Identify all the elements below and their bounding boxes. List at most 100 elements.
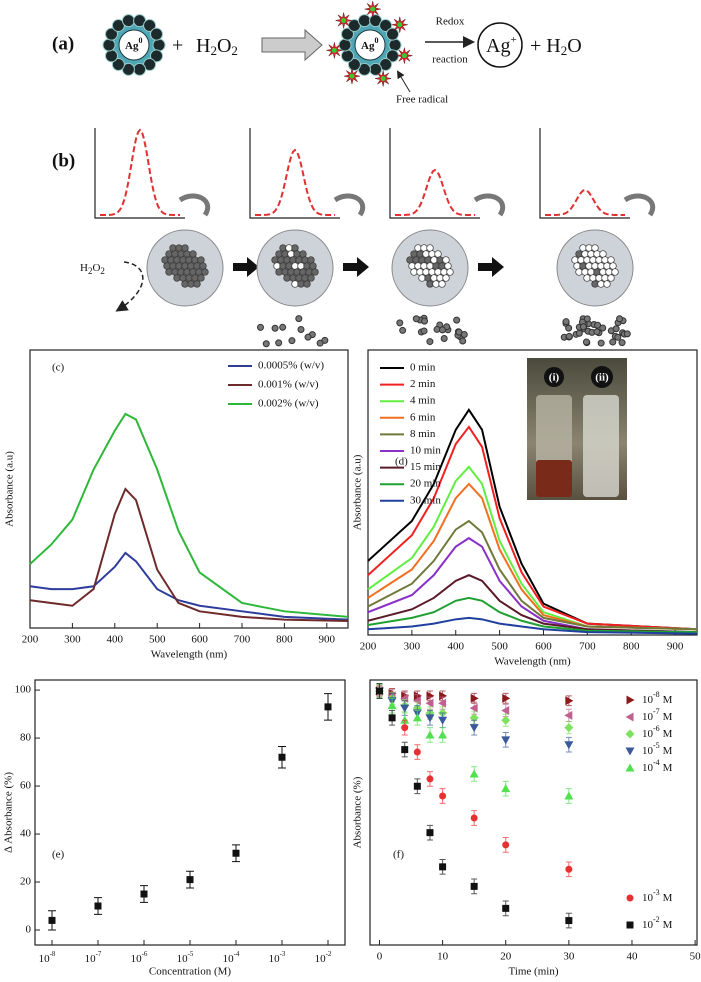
t: Ag xyxy=(125,40,139,52)
atom xyxy=(191,256,199,264)
point xyxy=(400,704,410,713)
line xyxy=(367,616,698,635)
ligand xyxy=(143,18,157,32)
atom xyxy=(161,256,169,264)
t: 10 xyxy=(39,953,51,965)
chart: (e) Concentration (M) Δ Absorbance (%) 0 20 4… xyxy=(3,679,346,978)
atom xyxy=(432,280,440,288)
atom xyxy=(303,262,311,270)
point xyxy=(565,696,574,706)
atom xyxy=(442,256,450,264)
atom xyxy=(434,250,442,258)
atom xyxy=(426,280,434,288)
ion-dot xyxy=(593,328,601,336)
t: O xyxy=(92,262,100,274)
ion-dot xyxy=(565,332,573,340)
atom xyxy=(424,274,432,282)
atom xyxy=(171,268,179,276)
atom xyxy=(434,268,442,276)
atom xyxy=(283,256,291,264)
t: 10 xyxy=(642,762,654,774)
panel-label: (b) xyxy=(52,150,75,171)
chart: (f) Time (min) Absorbance (%) 0 10 20 30 40 50 10… xyxy=(352,679,701,978)
t: M xyxy=(663,892,673,904)
atom xyxy=(309,262,317,270)
point xyxy=(469,724,479,733)
atom xyxy=(289,256,297,264)
x-tick-label: 30 xyxy=(563,951,575,963)
y-tick-label: 100 xyxy=(15,684,32,696)
atom xyxy=(587,268,595,276)
legend-label: 0 min xyxy=(410,362,436,374)
axes xyxy=(539,128,630,219)
t: 10 xyxy=(315,953,327,965)
t: M xyxy=(663,745,673,757)
t: H xyxy=(196,35,210,57)
vial xyxy=(583,395,619,497)
ligand xyxy=(150,27,164,41)
atom xyxy=(289,274,297,282)
t: M xyxy=(663,694,673,706)
t: 10 xyxy=(642,919,654,931)
atom xyxy=(609,262,617,270)
x-tick-label: 700 xyxy=(234,634,251,646)
ion-dot xyxy=(295,315,303,323)
atom xyxy=(197,256,205,264)
atom xyxy=(285,244,293,252)
t: 2 xyxy=(88,266,93,276)
atom xyxy=(291,280,299,288)
badge xyxy=(544,367,564,387)
x-tick-label: 800 xyxy=(276,634,293,646)
ligand xyxy=(338,38,352,52)
atom xyxy=(187,262,195,270)
atom xyxy=(307,274,315,282)
atom xyxy=(193,262,201,270)
atom xyxy=(603,262,611,270)
atom xyxy=(579,262,587,270)
atom xyxy=(295,274,303,282)
atom xyxy=(189,250,197,258)
core xyxy=(118,29,150,61)
atom xyxy=(181,280,189,288)
atom xyxy=(599,250,607,258)
atom xyxy=(295,256,303,264)
axes xyxy=(249,128,340,219)
point xyxy=(48,916,56,924)
ion-dot xyxy=(616,315,624,323)
chart: (d) Wavelength (nm) Absorbance (a.u) 200 300… xyxy=(352,349,698,668)
x-axis-label: Concentration (M) xyxy=(149,966,232,978)
x-axis-label: Wavelength (nm) xyxy=(151,649,228,661)
y-axis-label: Absorbance (a.u) xyxy=(4,451,16,527)
point xyxy=(564,791,574,800)
ion-dot xyxy=(599,324,607,332)
point xyxy=(413,748,421,756)
atom xyxy=(305,268,313,276)
h2o2: H2O2 xyxy=(80,262,105,277)
atom xyxy=(169,262,177,270)
atom xyxy=(299,268,307,276)
legend-label: 0.001% (w/v) xyxy=(258,379,319,391)
atom xyxy=(287,250,295,258)
ligand xyxy=(357,14,371,28)
atom xyxy=(275,268,283,276)
ion-dot xyxy=(460,331,468,339)
x-tick-label: 20 xyxy=(500,951,512,963)
point xyxy=(412,713,422,722)
ligand xyxy=(121,14,135,28)
ligand xyxy=(379,18,393,32)
x-tick-label: 800 xyxy=(623,641,640,653)
legend-marker xyxy=(626,695,635,705)
t: -2 xyxy=(326,950,332,958)
inset-label: (ii) xyxy=(595,372,609,384)
legend-marker xyxy=(626,894,634,902)
atom xyxy=(583,256,591,264)
ion-dot xyxy=(440,334,448,342)
atom xyxy=(430,274,438,282)
atom xyxy=(418,256,426,264)
point xyxy=(388,714,396,722)
ligand xyxy=(340,49,354,63)
atom xyxy=(197,274,205,282)
atom xyxy=(173,274,181,282)
atom xyxy=(593,250,601,258)
point xyxy=(439,691,448,701)
